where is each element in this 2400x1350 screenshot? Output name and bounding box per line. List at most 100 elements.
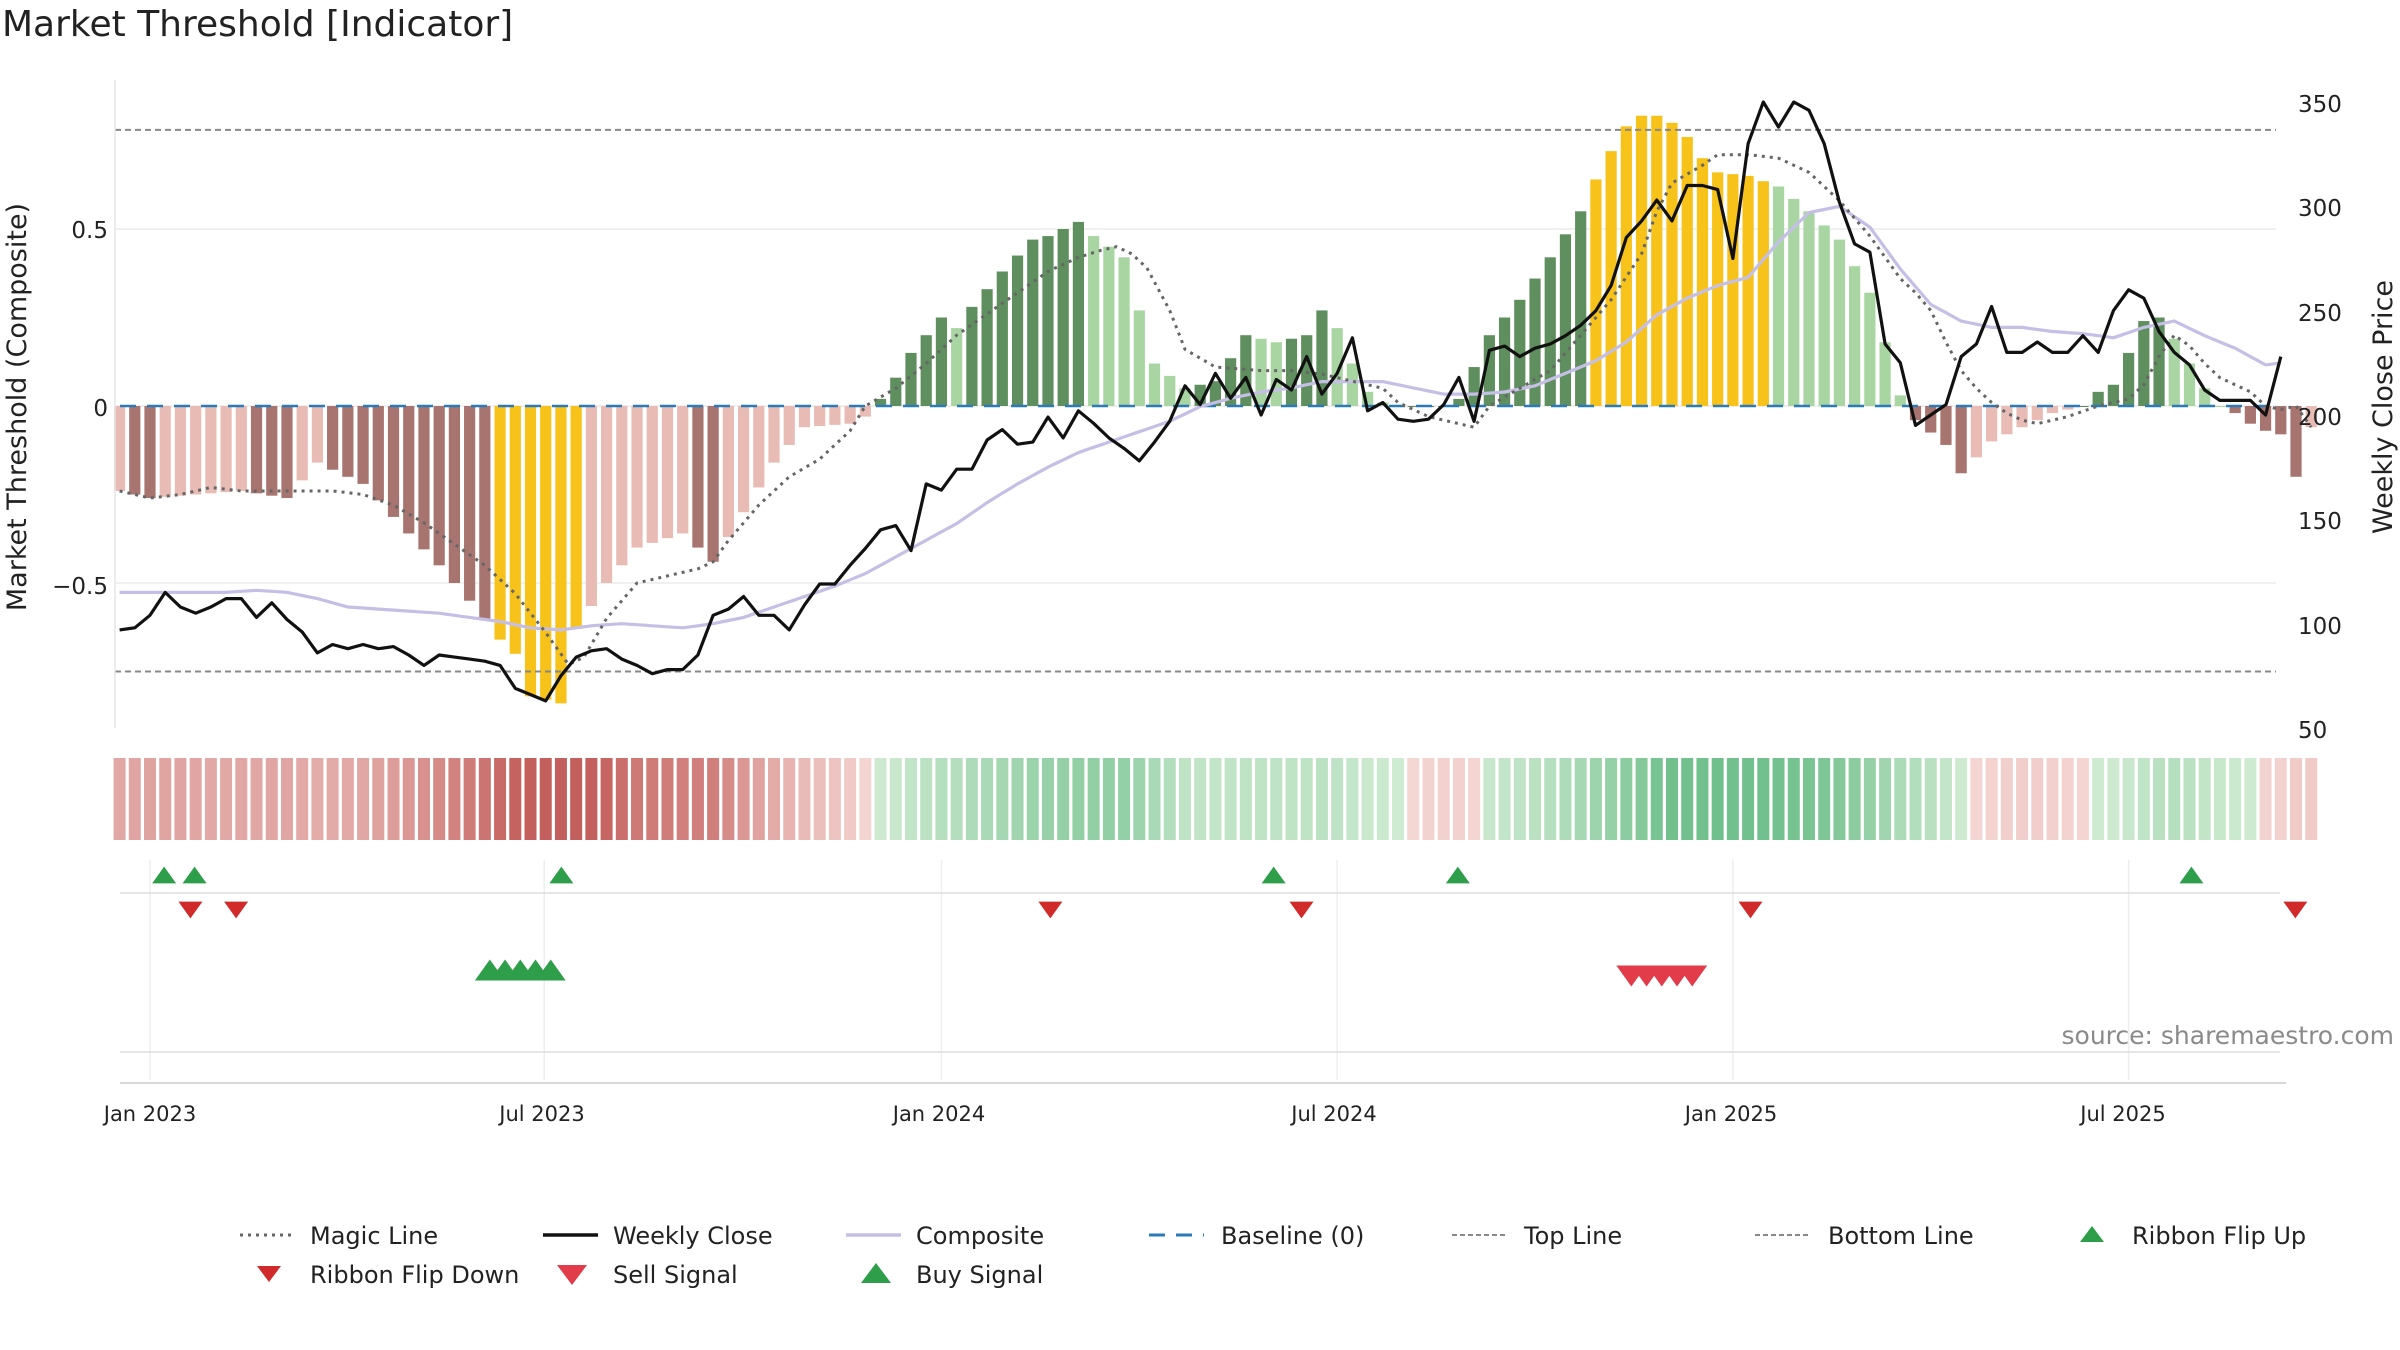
- legend-label: Baseline (0): [1221, 1222, 1364, 1250]
- ribbon-cell: [1909, 758, 1922, 840]
- ribbon-cell: [874, 758, 887, 840]
- composite-bar: [1529, 278, 1541, 406]
- source-credit: source: sharemaestro.com: [2061, 1021, 2395, 1050]
- ribbon-cell: [1742, 758, 1755, 840]
- ribbon-flip-up-marker: [152, 866, 177, 884]
- legend-item-sell-signal: Sell Signal: [557, 1261, 738, 1289]
- legend-label: Sell Signal: [613, 1261, 738, 1289]
- composite-bar: [1514, 299, 1526, 406]
- composite-bar: [814, 406, 826, 427]
- composite-bar: [1042, 236, 1054, 406]
- ribbon-cell: [965, 758, 978, 840]
- composite-bar: [1696, 158, 1709, 406]
- chart-title: Market Threshold [Indicator]: [2, 4, 514, 45]
- x-axis-ticks: Jan 2023 Jul 2023 Jan 2024 Jul 2024 Jan …: [102, 1102, 2166, 1126]
- ribbon-cell: [2153, 758, 2166, 840]
- ribbon-cell: [220, 758, 233, 840]
- buy-signal-marker: [535, 959, 566, 981]
- composite-bar: [935, 317, 948, 406]
- ribbon-cell: [1285, 758, 1298, 840]
- ribbon-flip-up-marker: [182, 866, 207, 884]
- composite-bar: [372, 406, 384, 501]
- ribbon-cell: [1102, 758, 1115, 840]
- ribbon-flip-down-marker: [1038, 901, 1063, 919]
- ribbon-cell: [1087, 758, 1100, 840]
- ribbon-cell: [1407, 758, 1420, 840]
- ribbon-cell: [128, 758, 141, 840]
- composite-bar: [2107, 384, 2119, 406]
- ribbon-cell: [646, 758, 659, 840]
- ribbon-cell: [524, 758, 537, 840]
- composite-bar: [1894, 395, 1906, 406]
- ribbon-cell: [2016, 758, 2029, 840]
- triangle-up-icon: [861, 1263, 891, 1283]
- ribbon-cell: [1315, 758, 1328, 840]
- composite-bar: [2123, 352, 2135, 406]
- composite-bar: [616, 406, 628, 566]
- composite-bar: [494, 406, 506, 640]
- reference-lines: [115, 128, 2276, 673]
- y-left-tick-label: −0.5: [52, 574, 108, 600]
- ribbon-cell: [448, 758, 461, 840]
- legend-item-baseline: Baseline (0): [1149, 1222, 1364, 1250]
- composite-bar: [1727, 174, 1739, 406]
- composite-bar: [1803, 211, 1815, 406]
- ribbon-cell: [981, 758, 994, 840]
- ribbon-cell: [1513, 758, 1526, 840]
- ribbon-cell: [783, 758, 796, 840]
- ribbon-cell: [1133, 758, 1146, 840]
- ribbon-cell: [1620, 758, 1633, 840]
- composite-bar: [1772, 186, 1785, 406]
- ribbon-cell: [189, 758, 202, 840]
- ribbon-cell: [1041, 758, 1054, 840]
- ribbon-cell: [357, 758, 370, 840]
- ribbon-cell: [1787, 758, 1800, 840]
- ribbon-cell: [1696, 758, 1709, 840]
- composite-bar: [1240, 335, 1252, 406]
- legend-item-ribbon-flip-down: Ribbon Flip Down: [257, 1261, 519, 1289]
- composite-bar: [798, 406, 811, 428]
- triangle-up-icon: [2080, 1226, 2104, 1242]
- composite-bar: [981, 289, 993, 406]
- composite-bar: [555, 406, 567, 704]
- composite-bar: [1849, 266, 1861, 406]
- ribbon-cell: [1985, 758, 1998, 840]
- ribbon-cell: [204, 758, 217, 840]
- axes: [114, 80, 2286, 1084]
- composite-bars: [113, 115, 2317, 704]
- composite-bar: [296, 406, 308, 481]
- composite-line: [119, 204, 2282, 632]
- composite-bar: [174, 406, 187, 496]
- composite-bar: [722, 406, 734, 537]
- composite-bar: [2199, 388, 2211, 406]
- composite-bar: [327, 406, 339, 470]
- composite-bar: [966, 306, 978, 406]
- ribbon-cell: [1255, 758, 1268, 840]
- legend-label: Ribbon Flip Up: [2132, 1222, 2306, 1250]
- composite-bar: [2046, 406, 2059, 414]
- ribbon-cell: [1392, 758, 1405, 840]
- y-right-tick-label: 350: [2298, 92, 2342, 118]
- ribbon-cell: [1163, 758, 1176, 840]
- ribbon-cell: [1574, 758, 1587, 840]
- composite-bar: [2275, 406, 2287, 435]
- ribbon-cell: [1011, 758, 1024, 840]
- ribbon-cell: [1650, 758, 1663, 840]
- composite-bar: [1316, 310, 1328, 406]
- composite-bar: [1879, 342, 1891, 406]
- ribbon-cell: [554, 758, 567, 840]
- composite-bar: [1331, 328, 1343, 406]
- composite-bar: [433, 406, 445, 566]
- composite-bar: [1864, 292, 1876, 406]
- composite-bar: [235, 406, 247, 491]
- ribbon-cell: [905, 758, 917, 840]
- composite-bar: [418, 406, 430, 550]
- ribbon-cell: [2076, 758, 2089, 840]
- ribbon-cell: [1529, 758, 1542, 840]
- legend-label: Bottom Line: [1828, 1222, 1974, 1250]
- ribbon-flip-up-marker: [2179, 866, 2204, 884]
- legend-item-bottom-line: Bottom Line: [1755, 1222, 1974, 1250]
- ribbon-cell: [570, 758, 583, 840]
- composite-bar: [266, 406, 278, 496]
- composite-bar: [2214, 406, 2226, 407]
